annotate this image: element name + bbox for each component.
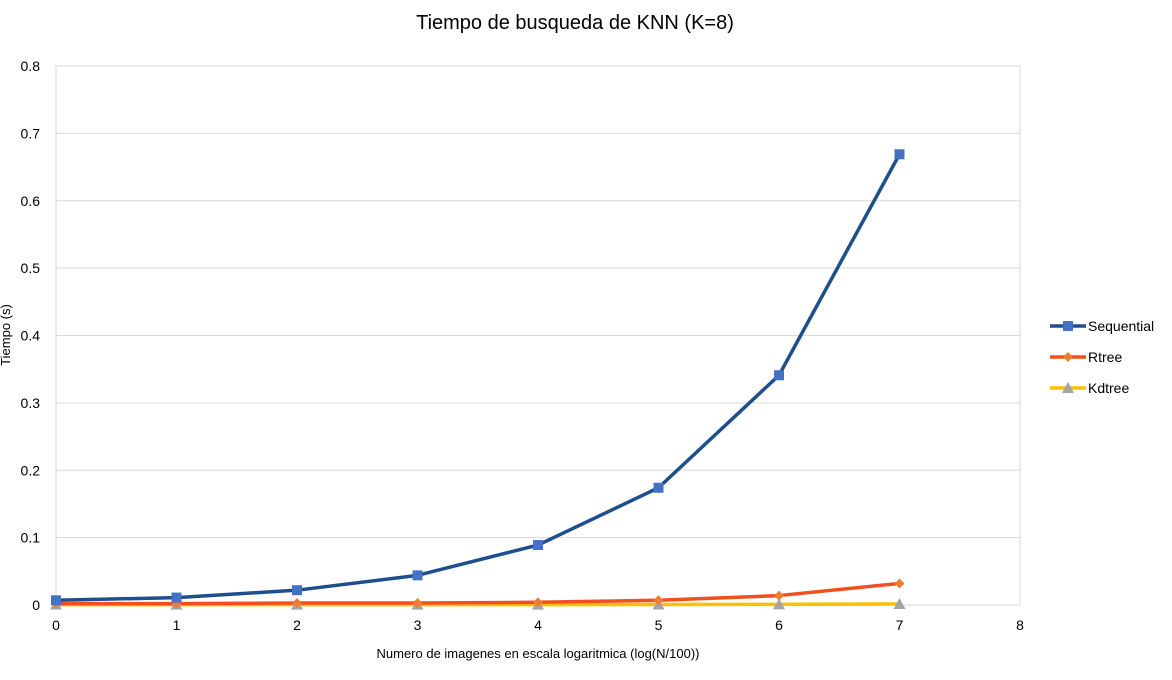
y-tick-label: 0.1	[21, 530, 41, 546]
y-tick-label: 0.8	[21, 58, 41, 74]
y-tick-label: 0.2	[21, 462, 41, 478]
sequential-point	[171, 592, 182, 603]
rtree-point	[774, 590, 784, 601]
x-tick-label: 1	[173, 617, 181, 633]
legend-item-kdtree: Kdtree	[1050, 380, 1129, 396]
x-axis-ticks: 0 1 2 3 4 5 6 7 8	[52, 617, 1024, 633]
sequential-point	[412, 570, 423, 581]
rtree-point	[653, 595, 664, 606]
legend-label: Rtree	[1088, 349, 1122, 365]
y-tick-label: 0.7	[21, 125, 41, 141]
x-tick-label: 0	[52, 617, 60, 633]
x-tick-label: 7	[896, 617, 904, 633]
chart-title: Tiempo de busqueda de KNN (K=8)	[416, 12, 734, 34]
series-sequential	[51, 149, 905, 606]
x-tick-label: 3	[414, 617, 422, 633]
legend-item-sequential: Sequential	[1050, 318, 1154, 334]
sequential-point	[774, 370, 784, 381]
y-tick-label: 0.3	[21, 395, 41, 411]
data-series	[50, 149, 906, 610]
sequential-line	[54, 152, 902, 603]
y-tick-label: 0.5	[21, 260, 41, 276]
y-axis-label: Tiempo (s)	[0, 304, 13, 366]
rtree-point	[292, 597, 302, 608]
legend-swatch-marker	[1063, 321, 1073, 331]
legend: Sequential Rtree Kdtree	[1050, 318, 1154, 396]
y-tick-label: 0	[32, 597, 40, 613]
y-tick-label: 0.4	[21, 328, 41, 344]
rtree-point	[533, 597, 543, 608]
sequential-point	[653, 482, 664, 493]
x-tick-label: 2	[293, 617, 301, 633]
x-tick-label: 5	[655, 617, 663, 633]
sequential-point	[51, 595, 61, 606]
legend-swatch-marker	[1062, 382, 1074, 393]
rtree-line	[54, 581, 902, 606]
x-axis-label: Numero de imagenes en escala logaritmica…	[377, 646, 700, 661]
legend-label: Kdtree	[1088, 380, 1129, 396]
x-tick-label: 8	[1016, 617, 1024, 633]
x-tick-label: 4	[534, 617, 542, 633]
legend-item-rtree: Rtree	[1050, 349, 1122, 365]
kdtree-point	[893, 597, 906, 609]
sequential-point	[533, 540, 543, 551]
legend-swatch-marker	[1063, 352, 1073, 362]
sequential-point	[292, 585, 302, 596]
x-tick-label: 6	[775, 617, 783, 633]
gridlines	[56, 65, 1020, 606]
rtree-point	[894, 578, 905, 589]
rtree-point	[412, 597, 423, 608]
y-tick-label: 0.6	[21, 193, 41, 209]
y-axis-ticks: 0 0.1 0.2 0.3 0.4 0.5 0.6 0.7 0.8	[21, 58, 41, 613]
sequential-point	[894, 149, 905, 160]
legend-label: Sequential	[1088, 318, 1154, 334]
kdtree-point	[773, 598, 785, 610]
